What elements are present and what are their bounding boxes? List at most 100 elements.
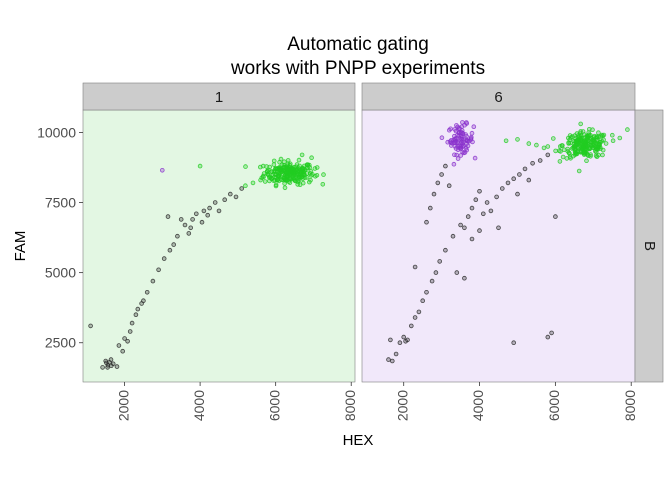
positive-point (292, 170, 297, 175)
positive-point (269, 169, 275, 175)
positive-point (308, 173, 314, 178)
positive-point (588, 133, 593, 138)
positive-point (568, 156, 573, 161)
positive-point (588, 154, 593, 159)
positive-point (304, 162, 310, 168)
rain-point (171, 242, 177, 247)
positive-point (262, 179, 268, 184)
rain-point (228, 191, 233, 197)
purple_cluster-point (472, 155, 478, 161)
positive-point (269, 176, 275, 182)
positive-point (314, 173, 320, 178)
rain-point (165, 214, 171, 219)
column-strip-box (361, 82, 636, 111)
positive-point (503, 138, 509, 144)
rain-point (156, 267, 161, 273)
rain-point (161, 256, 167, 261)
purple-cluster-point (160, 168, 165, 173)
rain-point (127, 329, 133, 334)
positive-point (515, 137, 520, 142)
positive-point (320, 182, 326, 187)
rain-point (431, 191, 437, 197)
y-axis-title: FAM (12, 231, 29, 262)
rain-point (105, 365, 110, 370)
rain-point (511, 340, 517, 346)
positive-point (285, 158, 291, 163)
rain-point (109, 363, 114, 369)
rain-point (477, 228, 482, 233)
rain-point (207, 205, 212, 211)
rain-point (100, 365, 105, 370)
positive-point (273, 183, 279, 189)
panel-1: 1 2000 4000 6000 8000 2500 5000 7500 10000 (37, 82, 358, 421)
rain-point (188, 225, 194, 231)
rain-point (537, 158, 543, 163)
row-strip: B (634, 109, 664, 383)
y-tick-label: 10000 (37, 124, 76, 140)
positive-point (258, 177, 263, 183)
positive-point (541, 145, 547, 151)
positive-point (599, 139, 605, 144)
positive-point (300, 166, 305, 172)
positive-point (610, 138, 616, 144)
purple_cluster-point (455, 156, 461, 161)
rain-point (216, 208, 222, 214)
rain-point (201, 208, 207, 214)
positive-point (286, 170, 292, 176)
rain-point (233, 194, 239, 200)
rain-point (175, 233, 180, 239)
rain-point (458, 222, 463, 228)
rain-point (437, 259, 443, 264)
rain-point (205, 212, 211, 218)
column-strip-label: 6 (494, 89, 502, 106)
rain-point (239, 186, 245, 191)
x-tick-label: 2000 (115, 390, 131, 421)
y-tick-label: 2500 (45, 335, 76, 351)
positive-point (296, 157, 302, 163)
rain-point (135, 306, 141, 312)
positive-point (307, 165, 313, 170)
positive-point (306, 179, 312, 185)
positive-point (579, 138, 584, 143)
positive-point (545, 144, 551, 149)
positive-point (570, 145, 576, 151)
positive-point (293, 164, 299, 170)
rain-point (473, 197, 479, 203)
rain-point (526, 177, 532, 183)
rain-point (435, 180, 441, 186)
rain-point (186, 231, 192, 236)
positive-point (576, 145, 582, 150)
positive-point (557, 159, 563, 164)
positive-point (265, 172, 271, 177)
positive-point (557, 144, 563, 149)
rain-point (499, 186, 505, 191)
purple_cluster-point (452, 152, 457, 158)
rain-point (553, 214, 558, 219)
rain-point (133, 312, 139, 318)
rain-point (549, 330, 554, 336)
rain-point (397, 340, 403, 346)
panel-6: 6 2000 4000 6000 8000 (361, 82, 638, 421)
positive-point (578, 129, 583, 134)
purple_cluster-point (447, 139, 453, 144)
positive-point (309, 155, 314, 161)
rain-point (122, 336, 127, 341)
rain-point (522, 166, 528, 172)
rain-point (194, 211, 199, 217)
rain-point (108, 357, 114, 362)
rain-point (443, 247, 448, 253)
rain-point (450, 233, 456, 239)
rain-point (178, 217, 184, 222)
positive-point (321, 172, 326, 177)
positive-point (596, 130, 601, 136)
positive-point (243, 164, 248, 169)
purple_cluster-point (464, 147, 470, 153)
positive-point (576, 133, 581, 138)
rain-point (427, 205, 433, 211)
column-strip-box (82, 82, 356, 111)
purple_cluster-point (458, 140, 464, 146)
rain-point (405, 337, 410, 343)
positive-point (568, 140, 573, 146)
purple_cluster-point (458, 153, 464, 158)
purple_cluster-point (471, 124, 477, 129)
